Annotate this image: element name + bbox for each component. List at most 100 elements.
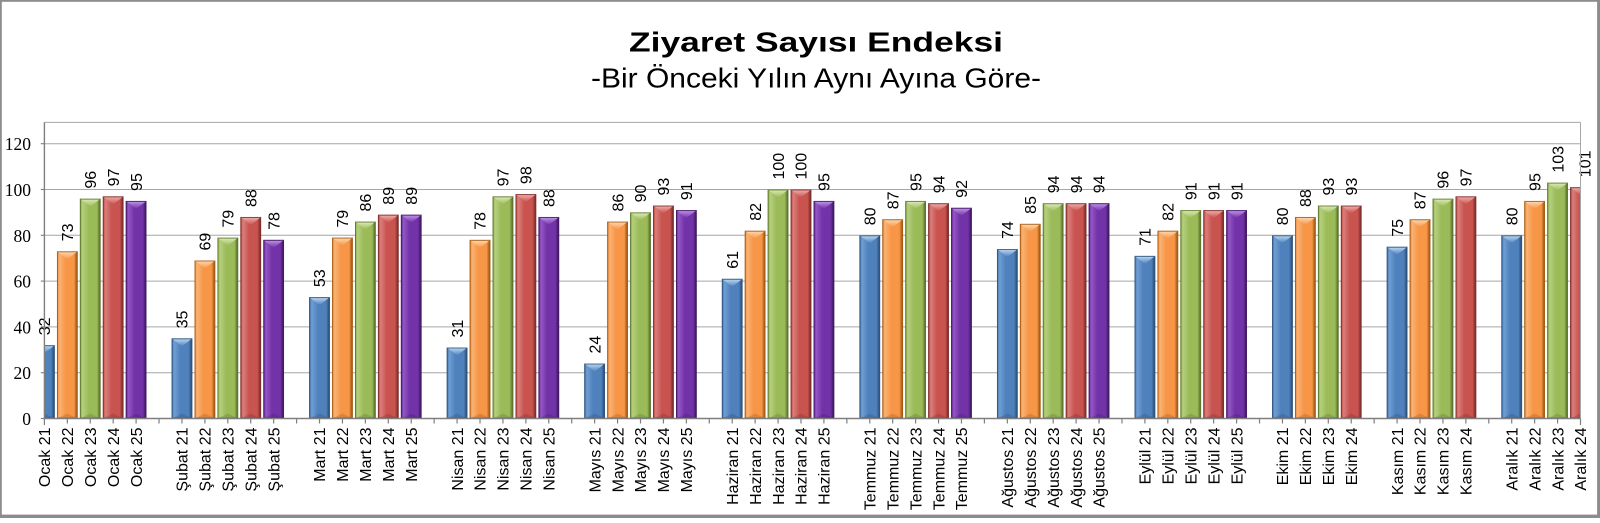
svg-text:92: 92 [954,180,971,198]
svg-text:Ekim 23: Ekim 23 [1321,427,1338,485]
svg-text:Kasım 21: Kasım 21 [1390,427,1407,495]
svg-text:73: 73 [60,223,77,241]
svg-text:91: 91 [1206,182,1223,200]
svg-text:85: 85 [1023,196,1040,214]
svg-text:101: 101 [1577,150,1594,177]
svg-text:Mayıs 21: Mayıs 21 [587,427,604,492]
svg-text:Temmuz 23: Temmuz 23 [908,427,925,510]
svg-text:93: 93 [656,178,673,196]
svg-text:78: 78 [266,212,283,230]
svg-text:Nisan 21: Nisan 21 [450,427,467,490]
svg-text:Haziran 21: Haziran 21 [725,427,742,504]
svg-text:95: 95 [817,173,834,191]
svg-text:79: 79 [335,210,352,228]
svg-text:95: 95 [129,173,146,191]
svg-text:80: 80 [1504,207,1521,225]
svg-text:88: 88 [1298,189,1315,207]
svg-text:Ağustos 25: Ağustos 25 [1092,427,1109,507]
svg-text:86: 86 [610,194,627,212]
svg-text:20: 20 [14,363,32,383]
svg-text:Mart 22: Mart 22 [335,427,352,481]
svg-text:Ekim 24: Ekim 24 [1344,427,1361,485]
svg-text:120: 120 [5,134,32,154]
svg-text:Ağustos 24: Ağustos 24 [1069,427,1086,507]
svg-text:95: 95 [1527,173,1544,191]
svg-text:Temmuz 22: Temmuz 22 [885,427,902,510]
svg-text:100: 100 [794,153,811,180]
svg-text:86: 86 [358,194,375,212]
svg-text:Mayıs 25: Mayıs 25 [679,427,696,492]
svg-text:Temmuz 24: Temmuz 24 [931,427,948,510]
svg-text:40: 40 [14,317,32,337]
svg-text:Ziyaret Sayısı Endeksi: Ziyaret Sayısı Endeksi [629,26,1003,57]
svg-text:Ekim 21: Ekim 21 [1275,427,1292,485]
svg-text:53: 53 [312,269,329,287]
svg-text:Şubat 23: Şubat 23 [221,427,238,491]
svg-text:Ocak 22: Ocak 22 [60,427,77,487]
svg-text:89: 89 [381,187,398,205]
svg-text:Mayıs 24: Mayıs 24 [656,427,673,492]
svg-text:88: 88 [541,189,558,207]
svg-text:69: 69 [198,233,215,251]
svg-text:Haziran 23: Haziran 23 [771,427,788,504]
svg-text:24: 24 [587,336,604,354]
svg-text:93: 93 [1344,178,1361,196]
svg-text:91: 91 [1229,182,1246,200]
svg-text:Kasım 22: Kasım 22 [1413,427,1430,495]
svg-text:87: 87 [885,191,902,209]
svg-text:90: 90 [633,185,650,203]
svg-text:Eylül 21: Eylül 21 [1138,427,1155,484]
svg-text:80: 80 [862,207,879,225]
svg-text:Eylül 23: Eylül 23 [1183,427,1200,484]
svg-text:91: 91 [679,182,696,200]
svg-text:96: 96 [1436,171,1453,189]
svg-text:93: 93 [1321,178,1338,196]
svg-text:82: 82 [748,203,765,221]
svg-text:Aralık 24: Aralık 24 [1573,427,1590,490]
svg-text:Ocak 23: Ocak 23 [83,427,100,487]
svg-text:94: 94 [931,175,948,193]
svg-text:Ocak 21: Ocak 21 [37,427,54,487]
svg-text:Ağustos 21: Ağustos 21 [1000,427,1017,507]
svg-text:Şubat 24: Şubat 24 [243,427,260,491]
svg-text:87: 87 [1413,191,1430,209]
svg-text:Ekim 22: Ekim 22 [1298,427,1315,485]
svg-text:97: 97 [1459,168,1476,186]
svg-text:Kasım 24: Kasım 24 [1459,427,1476,495]
svg-text:Mart 25: Mart 25 [404,427,421,481]
svg-text:Kasım 23: Kasım 23 [1436,427,1453,495]
svg-text:100: 100 [5,180,32,200]
svg-text:Mart 21: Mart 21 [312,427,329,481]
svg-text:88: 88 [243,189,260,207]
svg-text:Şubat 22: Şubat 22 [198,427,215,491]
svg-text:Nisan 25: Nisan 25 [541,427,558,490]
svg-text:0: 0 [22,409,31,429]
svg-text:Nisan 22: Nisan 22 [473,427,490,490]
svg-text:71: 71 [1138,228,1155,246]
svg-text:Ağustos 22: Ağustos 22 [1023,427,1040,507]
svg-text:-Bir Önceki Yılın Aynı Ayına G: -Bir Önceki Yılın Aynı Ayına Göre- [591,63,1041,94]
svg-text:Haziran 24: Haziran 24 [794,427,811,504]
svg-text:Aralık 23: Aralık 23 [1550,427,1567,490]
svg-text:32: 32 [37,317,54,335]
svg-text:Ağustos 23: Ağustos 23 [1046,427,1063,507]
svg-text:35: 35 [175,310,192,328]
svg-text:Temmuz 21: Temmuz 21 [862,427,879,510]
svg-text:94: 94 [1069,175,1086,193]
svg-text:Eylül 24: Eylül 24 [1206,427,1223,484]
svg-text:91: 91 [1183,182,1200,200]
svg-text:103: 103 [1550,146,1567,173]
svg-text:Aralık 22: Aralık 22 [1527,427,1544,490]
svg-text:75: 75 [1390,219,1407,237]
svg-text:Mayıs 23: Mayıs 23 [633,427,650,492]
svg-text:Eylül 25: Eylül 25 [1229,427,1246,484]
svg-text:94: 94 [1092,175,1109,193]
svg-text:79: 79 [221,210,238,228]
svg-text:Ocak 25: Ocak 25 [129,427,146,487]
svg-text:82: 82 [1161,203,1178,221]
svg-text:97: 97 [496,168,513,186]
svg-text:Ocak 24: Ocak 24 [106,427,123,487]
svg-text:74: 74 [1000,221,1017,239]
svg-text:Nisan 23: Nisan 23 [496,427,513,490]
svg-text:Eylül 22: Eylül 22 [1161,427,1178,484]
